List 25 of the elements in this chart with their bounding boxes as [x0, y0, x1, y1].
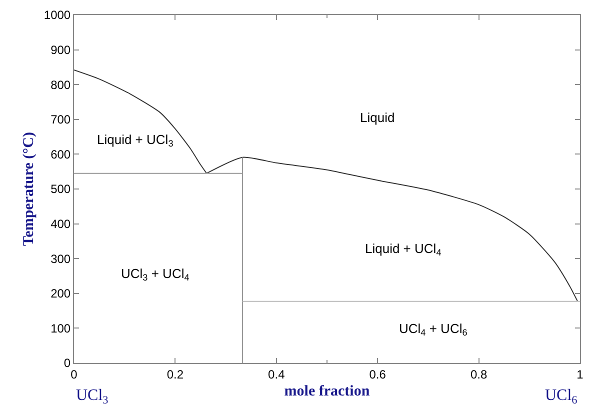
y-tick-label: 500 — [50, 182, 71, 196]
x-tick-label: 0.4 — [268, 367, 286, 382]
x-tick-label: 0.2 — [166, 367, 184, 382]
annotation: Liquid — [360, 110, 395, 125]
annotation: UCl$_{4}$ + UCl$_{6}$ — [399, 321, 468, 338]
x-tick-label: 1 — [576, 367, 584, 382]
y-tick-label: 100 — [50, 321, 71, 336]
y-tick-label: 200 — [50, 286, 71, 301]
y-tick-label: 800 — [50, 78, 71, 92]
x-axis-title: mole fraction — [284, 383, 370, 400]
y-axis-title: Temperature (°C) — [21, 132, 38, 246]
y-tick-label: 600 — [50, 147, 71, 162]
text: UCl$_{6}$ — [545, 387, 578, 406]
annotation: UCl$_{3}$ + UCl$_{4}$ — [121, 266, 190, 283]
y-tick-label: 900 — [50, 43, 71, 57]
y-tick-label: 400 — [50, 217, 71, 231]
y-tick-label: 300 — [50, 252, 71, 266]
y-tick-label: 0 — [64, 356, 71, 370]
text: UCl$_{3}$ — [76, 387, 109, 406]
x-tick-label: 0.8 — [470, 367, 488, 382]
x-tick-label: 0.6 — [369, 367, 386, 382]
annotation: Liquid + UCl$_{3}$ — [97, 132, 174, 149]
y-tick-label: 1000 — [44, 8, 71, 22]
y-tick-label: 700 — [50, 112, 71, 127]
annotation: Liquid + UCl$_{4}$ — [365, 241, 442, 258]
